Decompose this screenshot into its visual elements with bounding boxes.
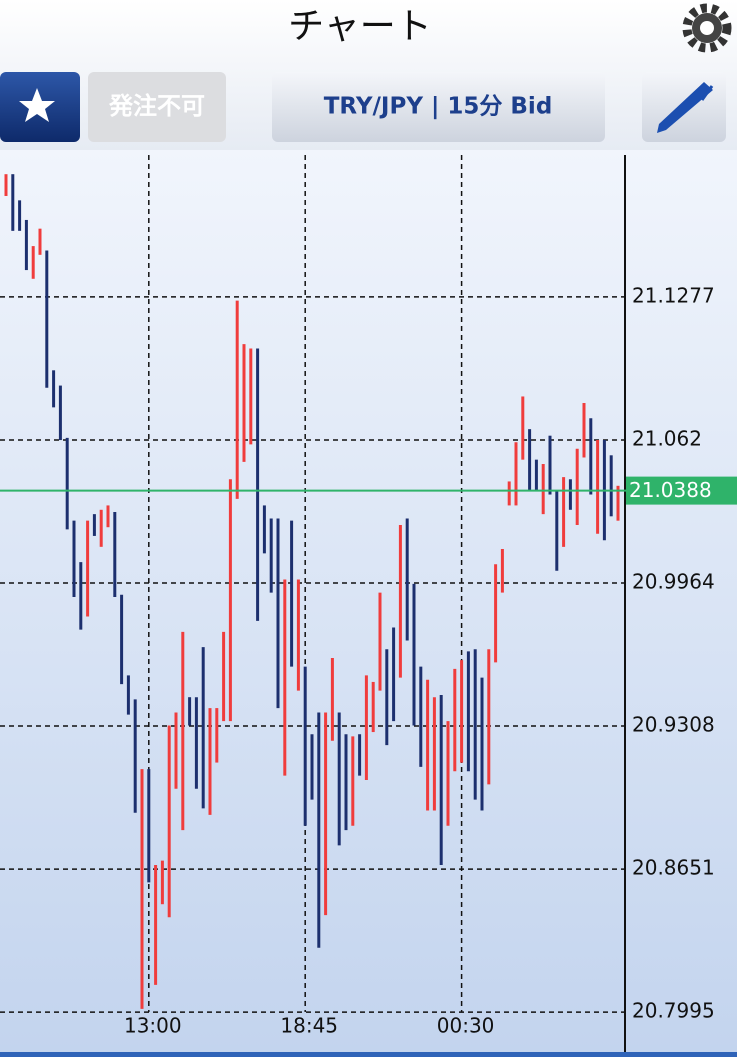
instrument-button-bg[interactable] — [272, 72, 605, 142]
y-tick-label: 21.1277 — [632, 283, 715, 307]
status-button-bg[interactable] — [88, 72, 226, 142]
instrument-button[interactable]: TRY/JPY | 15分 Bid — [324, 94, 553, 120]
current-price-tag — [626, 476, 737, 505]
x-tick-label: 00:30 — [437, 1014, 495, 1038]
page-title: チャート — [288, 6, 432, 47]
bottom-bar — [0, 1052, 737, 1057]
x-tick-label: 13:00 — [124, 1014, 182, 1038]
y-tick-label: 21.062 — [632, 427, 702, 451]
current-price-label: 21.0388 — [629, 478, 712, 502]
y-tick-label: 20.8651 — [632, 856, 715, 880]
plot-bg — [0, 150, 737, 1052]
settings-gear[interactable] — [682, 3, 732, 53]
x-tick-label: 18:45 — [280, 1014, 338, 1038]
y-tick-label: 20.7995 — [632, 999, 715, 1023]
y-tick-label: 20.9964 — [632, 570, 715, 594]
star-icon — [19, 88, 55, 122]
pen-icon — [657, 82, 714, 133]
plot: 20.7995 20.8651 20.9308 20.9964 21.062 21.127… — [0, 155, 737, 1038]
y-tick-label: 20.9308 — [632, 712, 715, 736]
status-button[interactable]: 発注不可 — [108, 92, 205, 120]
